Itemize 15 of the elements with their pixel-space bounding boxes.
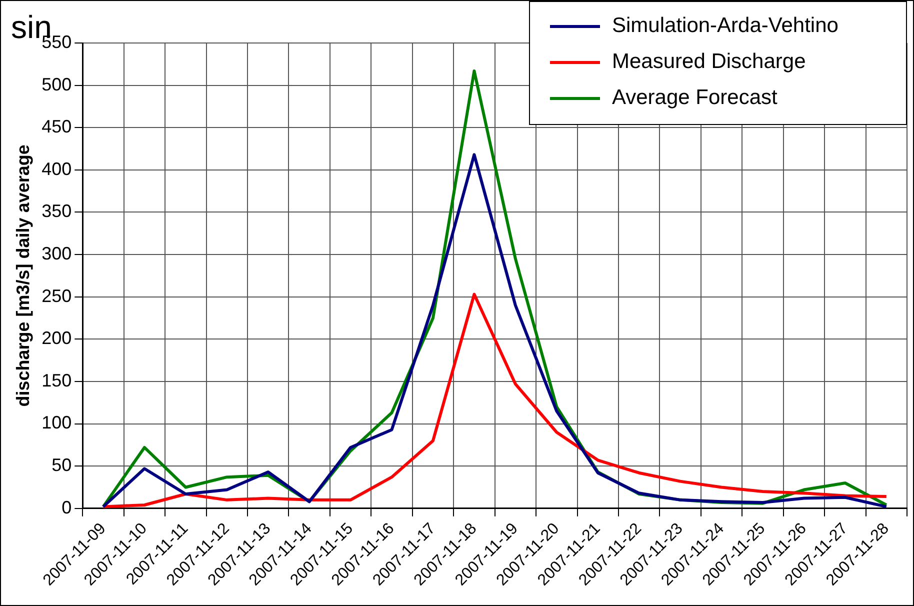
y-tick-label: 300: [42, 244, 72, 264]
y-tick-label: 50: [52, 455, 72, 476]
legend-label: Simulation-Arda-Vehtino: [612, 14, 838, 38]
y-axis-title: discharge [m3/s] daily average: [12, 144, 33, 407]
y-tick-label: 200: [42, 328, 72, 348]
legend-label: Measured Discharge: [612, 50, 806, 74]
y-tick-label: 450: [42, 116, 72, 137]
y-tick-label: 350: [42, 201, 72, 222]
y-tick-label: 100: [42, 412, 72, 433]
y-tick-label: 0: [62, 497, 72, 518]
y-tick-label: 250: [42, 286, 72, 306]
y-tick-label: 500: [42, 74, 72, 94]
y-tick-label: 150: [42, 370, 72, 390]
y-tick-label: 400: [42, 158, 72, 179]
legend-label: Average Forecast: [612, 86, 778, 110]
